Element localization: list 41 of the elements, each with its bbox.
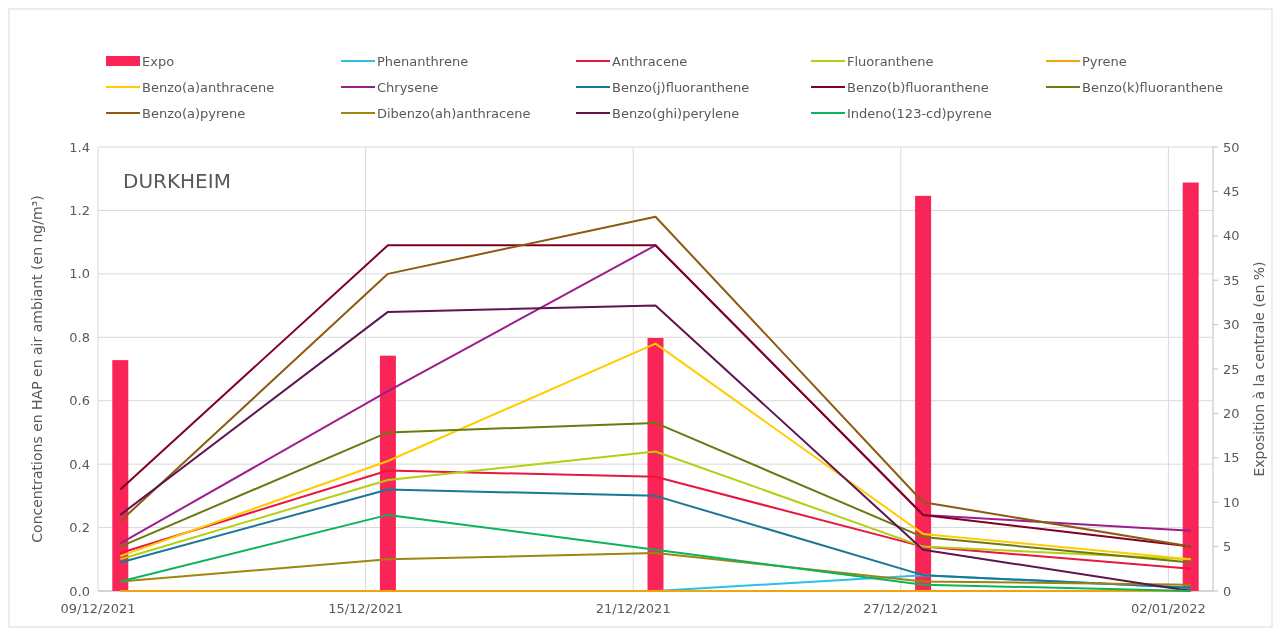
legend-label: Anthracene: [612, 53, 688, 69]
legend-label: Benzo(b)fluoranthene: [847, 79, 989, 95]
legend-label: Benzo(j)fluoranthene: [612, 79, 750, 95]
y-tick-label: 0.2: [69, 520, 90, 536]
legend-label: Dibenzo(ah)anthracene: [377, 105, 531, 121]
y2-tick-label: 50: [1223, 139, 1240, 155]
y2-tick-label: 30: [1223, 317, 1240, 333]
y2-tick-label: 20: [1223, 405, 1240, 421]
legend-label: Phenanthrene: [377, 53, 469, 69]
legend-label: Benzo(a)pyrene: [142, 105, 246, 121]
y-axis-title: Concentrations en HAP en air ambiant (en ng/m³): [29, 195, 45, 543]
y-tick-label: 1.0: [69, 266, 90, 282]
legend-label: Benzo(k)fluoranthene: [1082, 79, 1224, 95]
legend-label: Expo: [142, 53, 175, 69]
x-tick-label: 27/12/2021: [863, 601, 939, 616]
y2-tick-label: 0: [1223, 583, 1232, 599]
text: DURKHEIM: [123, 169, 231, 193]
legend-label: Benzo(a)anthracene: [142, 79, 275, 95]
y2-tick-label: 40: [1223, 228, 1240, 244]
legend-label: Benzo(ghi)perylene: [612, 105, 740, 121]
y2-tick-label: 45: [1223, 183, 1240, 199]
y2-tick-label: 35: [1223, 272, 1240, 288]
y2-tick-label: 25: [1223, 361, 1240, 377]
y2-tick-label: 10: [1223, 494, 1240, 510]
legend-label: Chrysene: [377, 79, 439, 95]
y-tick-label: 0.4: [69, 456, 90, 472]
y2-axis-title: Exposition à la centrale (en %): [1251, 261, 1267, 477]
y-tick-label: 0.6: [69, 393, 90, 409]
y2-tick-label: 15: [1223, 450, 1240, 466]
y-tick-label: 1.2: [69, 202, 90, 218]
legend-label: Fluoranthene: [847, 53, 934, 69]
x-tick-label: 21/12/2021: [595, 601, 671, 616]
y2-tick-label: 5: [1223, 539, 1232, 555]
x-tick-label: 15/12/2021: [328, 601, 404, 616]
y-tick-label: 1.4: [69, 139, 90, 155]
x-tick-label: 09/12/2021: [60, 601, 136, 616]
y-tick-label: 0.8: [69, 329, 90, 345]
legend-label: Pyrene: [1082, 53, 1127, 69]
legend-label: Indeno(123-cd)pyrene: [847, 105, 992, 121]
x-tick-label: 02/01/2022: [1130, 601, 1206, 616]
y-tick-label: 0.0: [69, 583, 90, 599]
